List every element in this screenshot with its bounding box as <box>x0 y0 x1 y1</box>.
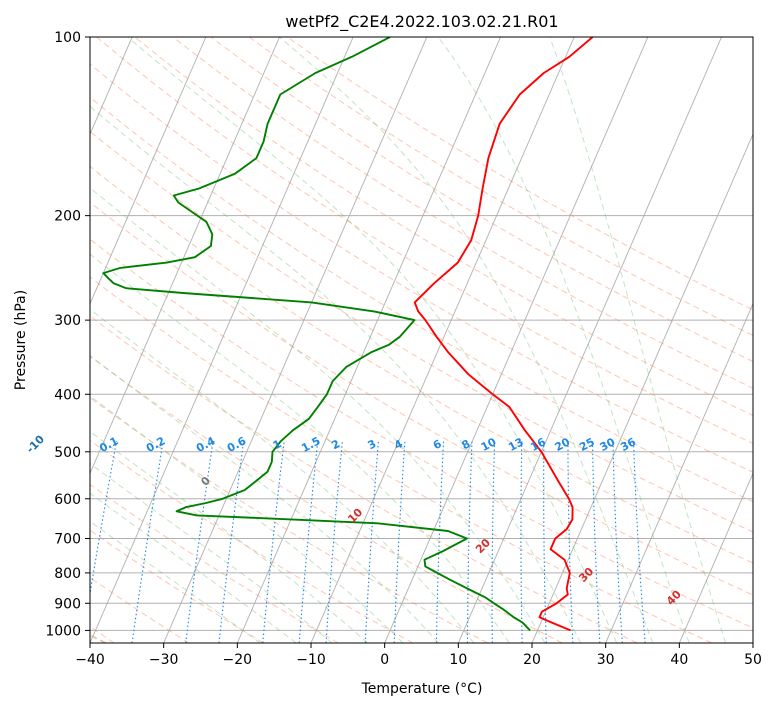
moist-adiabat-line <box>127 37 618 643</box>
x-tick-label: 20 <box>523 652 541 668</box>
isotherm-line <box>752 641 753 643</box>
mixing-ratio-line <box>393 441 406 643</box>
background-reference-lines <box>0 37 753 643</box>
isotherm-line <box>90 37 354 643</box>
isotherm-line <box>457 37 722 643</box>
dry-adiabat-line <box>90 315 638 643</box>
dry-adiabat-line <box>90 483 339 643</box>
x-tick-label: −10 <box>296 652 326 668</box>
y-tick-label: 400 <box>54 387 81 403</box>
axes: −40 −30 −20 −10 0 10 20 30 40 50 1000 900 800 700 600 5… <box>45 30 762 668</box>
moist-adiabat-line <box>90 355 439 643</box>
moist-adiabat-line <box>90 253 510 643</box>
plot-area <box>90 37 753 643</box>
dry-adiabat-line <box>90 276 712 643</box>
y-tick-label: 900 <box>54 596 81 612</box>
mixing-ratio-line <box>185 441 214 643</box>
isotherm-line <box>0 37 59 643</box>
mixing-ratio-label: 25 <box>577 435 597 454</box>
mixing-ratio-line <box>520 441 523 643</box>
mixing-ratio-line <box>591 441 601 643</box>
mixing-ratio-label: 13 <box>506 435 526 454</box>
dry-adiabat-line <box>287 37 753 311</box>
mixing-ratio-label: 20 <box>553 435 573 454</box>
mixing-ratio-line <box>435 441 445 643</box>
y-tick-label: 500 <box>54 445 81 461</box>
isotherm-line <box>310 37 575 643</box>
mixing-ratio-line <box>90 441 118 597</box>
mixing-ratio-line <box>543 441 547 643</box>
x-tick-label: 30 <box>597 652 615 668</box>
dry-adiabat-line <box>90 201 753 596</box>
x-tick-label: 40 <box>670 652 688 668</box>
chart-title: wetPf2_C2E4.2022.103.02.21.R01 <box>285 12 558 32</box>
moist-adiabat-line <box>90 395 404 643</box>
isotherm-line <box>384 37 649 643</box>
mixing-ratio-label: 30 <box>598 435 618 454</box>
x-tick-label: 10 <box>449 652 467 668</box>
moist-adiabat-line <box>90 430 369 643</box>
dry-adiabat-line <box>90 96 753 503</box>
y-tick-label: 200 <box>54 209 81 225</box>
y-tick-label: 700 <box>54 532 81 548</box>
mixing-ratio-line <box>466 441 473 643</box>
y-tick-label: 1000 <box>45 623 81 639</box>
moist-adiabat-line <box>279 37 654 643</box>
moist-adiabat-line <box>549 37 727 643</box>
moist-adiabat-line <box>90 492 297 643</box>
isotherm-line <box>163 37 428 643</box>
mixing-ratio-line <box>218 441 245 643</box>
dry-adiabat-label: -10 <box>24 432 47 455</box>
mixing-ratio-line <box>325 441 343 643</box>
y-axis-label: Pressure (hPa) <box>13 290 29 390</box>
mixing-ratio-line <box>567 441 574 643</box>
mixing-ratio-line <box>131 441 164 643</box>
mixing-ratio-label: 16 <box>528 435 548 454</box>
isotherm-line <box>678 472 753 643</box>
mixing-ratio-line <box>364 441 379 643</box>
mixing-ratio-label: 10 <box>479 435 499 454</box>
dry-adiabat-line <box>90 439 414 643</box>
dry-adiabat-line <box>90 130 753 533</box>
y-tick-label: 300 <box>54 313 81 329</box>
dry-adiabat-line <box>90 529 264 643</box>
dry-adiabat-line <box>172 37 753 389</box>
moist-adiabat-line <box>437 37 690 643</box>
moist-adiabat-line <box>90 308 475 643</box>
moist-adiabat-line <box>90 187 546 643</box>
mixing-ratio-label: 36 <box>618 435 638 454</box>
plot-frame <box>89 36 754 644</box>
dewpoint-line <box>102 37 531 632</box>
mixing-ratio-line <box>633 441 646 643</box>
x-tick-label: −40 <box>75 652 105 668</box>
x-tick-label: 50 <box>744 652 762 668</box>
mixing-ratio-line <box>491 441 496 643</box>
y-tick-label: 600 <box>54 492 81 508</box>
temperature-line <box>413 37 594 632</box>
dry-adiabat-line <box>134 37 753 417</box>
x-tick-label: −30 <box>149 652 179 668</box>
mixing-ratio-line <box>298 441 319 643</box>
mixing-ratio-line <box>612 441 623 643</box>
isotherm-line <box>605 302 753 643</box>
dry-adiabat-line <box>90 355 563 643</box>
y-tick-label: 800 <box>54 566 81 582</box>
sounding-profiles <box>102 37 594 632</box>
dry-adiabat-line <box>90 165 753 564</box>
isotherm-line <box>90 37 280 475</box>
isotherm-line <box>236 37 501 643</box>
dry-adiabat-line <box>90 238 753 629</box>
mixing-ratio-line <box>262 441 285 643</box>
moist-adiabat-line <box>90 520 261 643</box>
isotherm-line <box>531 133 753 643</box>
x-tick-label: −20 <box>223 652 253 668</box>
x-axis-label: Temperature (°C) <box>361 681 483 697</box>
y-tick-label: 100 <box>54 30 81 46</box>
isotherm-line <box>90 37 207 305</box>
x-tick-label: 0 <box>380 652 389 668</box>
